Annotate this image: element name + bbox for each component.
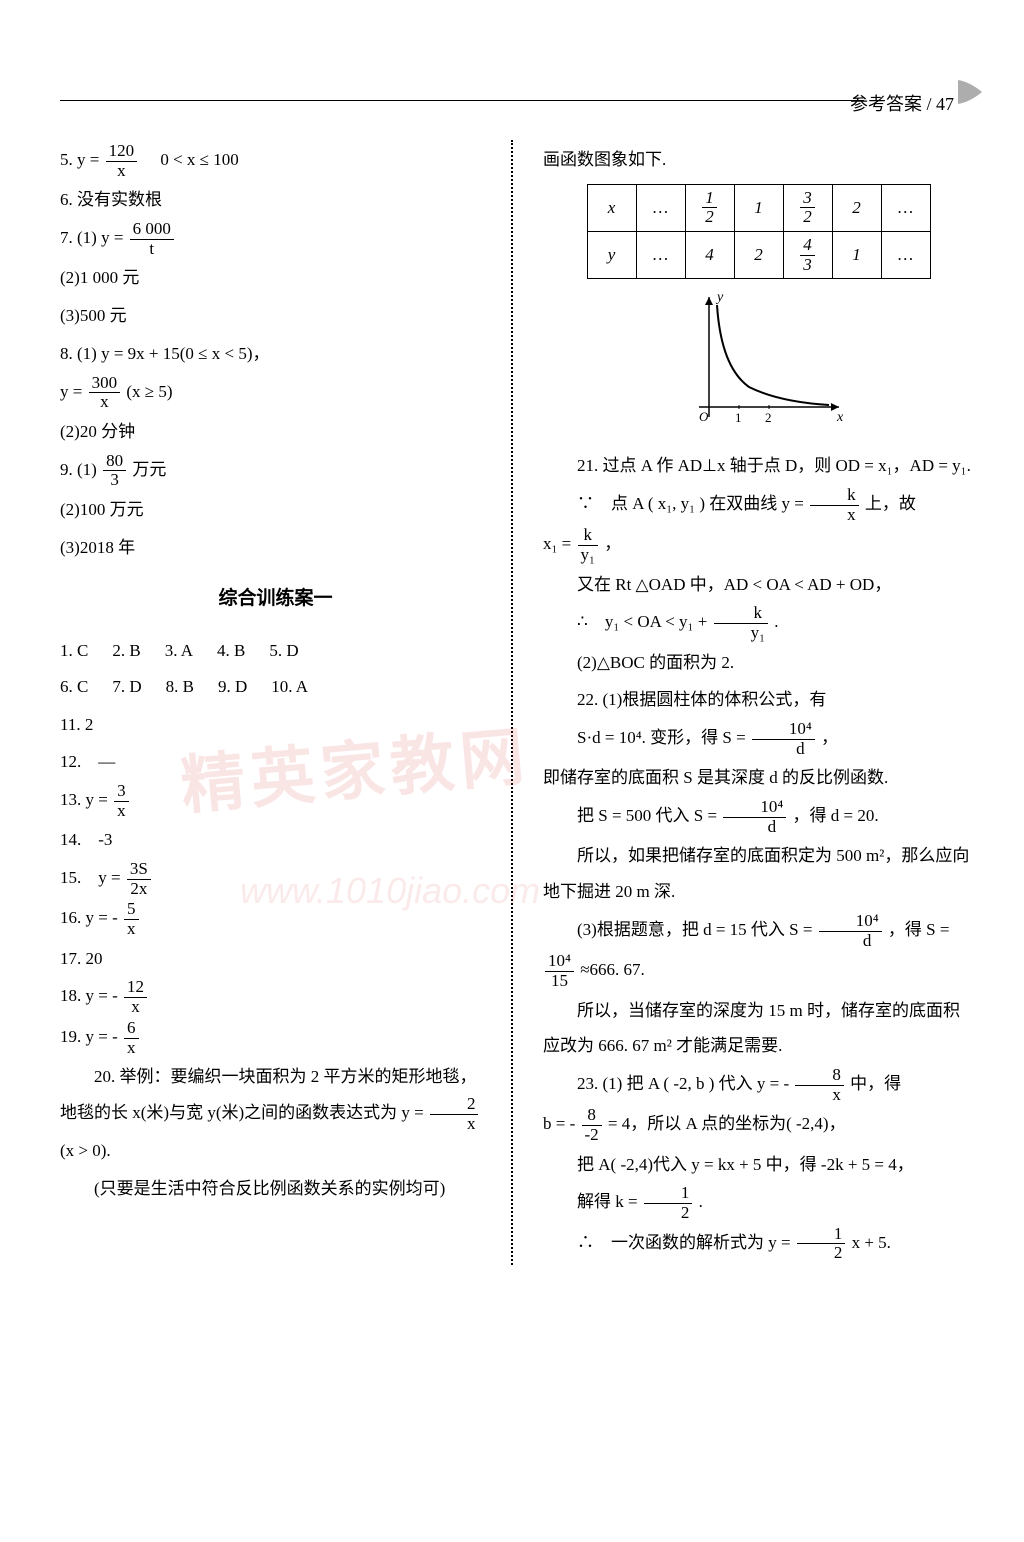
fraction: 12	[644, 1184, 693, 1222]
svg-text:y: y	[715, 290, 724, 305]
fraction: 10⁴d	[819, 912, 882, 950]
svg-text:1: 1	[735, 410, 742, 425]
answer-16: 16. y = - 5x	[60, 900, 491, 938]
fraction: 8x	[795, 1066, 844, 1104]
left-column: 5. y = 120x 0 < x ≤ 100 6. 没有实数根 7. (1) …	[60, 140, 513, 1265]
answer-22-3: 即储存室的底面积 S 是其深度 d 的反比例函数.	[543, 760, 974, 796]
answer-8-1b: y = 300x (x ≥ 5)	[60, 374, 491, 412]
answer-9-3: (3)2018 年	[60, 530, 491, 566]
fraction: 12x	[124, 978, 147, 1016]
answer-13: 13. y = 3x	[60, 782, 491, 820]
header-rule	[60, 100, 864, 101]
fraction: 120x	[106, 142, 138, 180]
answer-21-1: 21. 过点 A 作 AD⊥x 轴于点 D，则 OD = x₁，AD = y₁.	[543, 448, 974, 484]
answer-23-5: ∴ 一次函数的解析式为 y = 12 x + 5.	[543, 1225, 974, 1263]
answer-19: 19. y = - 6x	[60, 1019, 491, 1057]
content-columns: 5. y = 120x 0 < x ≤ 100 6. 没有实数根 7. (1) …	[60, 140, 974, 1265]
answer-7-1: 7. (1) y = 6 000t	[60, 220, 491, 258]
answer-22-4: 把 S = 500 代入 S = 10⁴d ，得 d = 20.	[543, 798, 974, 836]
answer-6: 6. 没有实数根	[60, 182, 491, 218]
fraction: 3x	[114, 782, 129, 820]
answer-20-2: (只要是生活中符合反比例函数关系的实例均可)	[60, 1171, 491, 1207]
fraction: 10⁴15	[545, 952, 574, 990]
fraction: 2x	[430, 1095, 479, 1133]
answer-7-3: (3)500 元	[60, 298, 491, 334]
fraction: ky₁	[578, 526, 598, 564]
svg-text:2: 2	[765, 410, 772, 425]
answer-17: 17. 20	[60, 941, 491, 977]
answer-22-2: S·d = 10⁴. 变形，得 S = 10⁴d ，	[543, 720, 974, 758]
table-row: y … 4 2 43 1 …	[587, 232, 930, 279]
answer-11: 11. 2	[60, 707, 491, 743]
answer-21-6: (2)△BOC 的面积为 2.	[543, 645, 974, 681]
fraction: 6 000t	[130, 220, 174, 258]
fraction: 10⁴d	[752, 720, 815, 758]
fraction: 12	[797, 1225, 846, 1263]
answer-23-2: b = - 8-2 = 4，所以 A 点的坐标为( -2,4)，	[543, 1106, 974, 1144]
fraction: 6x	[124, 1019, 139, 1057]
fraction: 3S2x	[127, 860, 151, 898]
header-label: 参考答案	[850, 94, 922, 114]
mc-row-1: 1. C 2. B 3. A 4. B 5. D	[60, 633, 491, 669]
answer-21-2: ∵ 点 A ( x₁, y₁ ) 在双曲线 y = kx 上，故	[543, 486, 974, 524]
right-column: 画函数图象如下. x … 12 1 32 2 … y … 4 2 43	[533, 140, 974, 1265]
answer-22-1: 22. (1)根据圆柱体的体积公式，有	[543, 682, 974, 718]
answer-14: 14. -3	[60, 822, 491, 858]
answer-21-4: 又在 Rt △OAD 中，AD < OA < AD + OD，	[543, 567, 974, 603]
answer-23-4: 解得 k = 12 .	[543, 1184, 974, 1222]
answer-9-2: (2)100 万元	[60, 492, 491, 528]
page-header: 参考答案 / 47	[850, 90, 954, 116]
graph-intro: 画函数图象如下.	[543, 142, 974, 178]
svg-text:x: x	[836, 410, 844, 425]
fraction: 5x	[124, 900, 139, 938]
answer-8-2: (2)20 分钟	[60, 414, 491, 450]
corner-decoration	[956, 78, 984, 106]
fraction: kx	[810, 486, 859, 524]
mc-row-2: 6. C 7. D 8. B 9. D 10. A	[60, 669, 491, 705]
header-sep: /	[926, 94, 931, 114]
answer-22-8: 所以，当储存室的深度为 15 m 时，储存室的底面积应改为 666. 67 m²…	[543, 993, 974, 1064]
fraction: ky₁	[714, 604, 768, 642]
answer-21-5: ∴ y₁ < OA < y₁ + ky₁ .	[543, 604, 974, 642]
answer-22-5: 所以，如果把储存室的底面积定为 500 m²，那么应向地下掘进 20 m 深.	[543, 838, 974, 909]
answer-5: 5. y = 120x 0 < x ≤ 100	[60, 142, 491, 180]
answer-7-2: (2)1 000 元	[60, 260, 491, 296]
svg-text:O: O	[699, 409, 709, 424]
answer-15: 15. y = 3S2x	[60, 860, 491, 898]
answer-18: 18. y = - 12x	[60, 978, 491, 1016]
function-graph: y x O 1 2	[543, 287, 974, 440]
answer-20-1: 20. 举例：要编织一块面积为 2 平方米的矩形地毯，地毯的长 x(米)与宽 y…	[60, 1059, 491, 1169]
header-page: 47	[936, 94, 954, 114]
answer-12: 12. —	[60, 744, 491, 780]
answer-22-6: (3)根据题意，把 d = 15 代入 S = 10⁴d ，得 S =	[543, 912, 974, 950]
answer-22-7: 10⁴15 ≈666. 67.	[543, 952, 974, 990]
answer-23-1: 23. (1) 把 A ( -2, b ) 代入 y = - 8x 中，得	[543, 1066, 974, 1104]
table-row: x … 12 1 32 2 …	[587, 184, 930, 231]
answer-9-1: 9. (1) 803 万元	[60, 452, 491, 490]
answer-8-1: 8. (1) y = 9x + 15(0 ≤ x < 5)，	[60, 336, 491, 372]
answer-23-3: 把 A( -2,4)代入 y = kx + 5 中，得 -2k + 5 = 4，	[543, 1147, 974, 1183]
answer-21-3: x₁ = ky₁ ，	[543, 526, 974, 564]
function-table: x … 12 1 32 2 … y … 4 2 43 1 …	[587, 184, 931, 280]
fraction: 803	[103, 452, 126, 490]
fraction: 10⁴d	[723, 798, 786, 836]
fraction: 300x	[89, 374, 121, 412]
fraction: 8-2	[582, 1106, 602, 1144]
section-title: 综合训练案一	[60, 579, 491, 619]
